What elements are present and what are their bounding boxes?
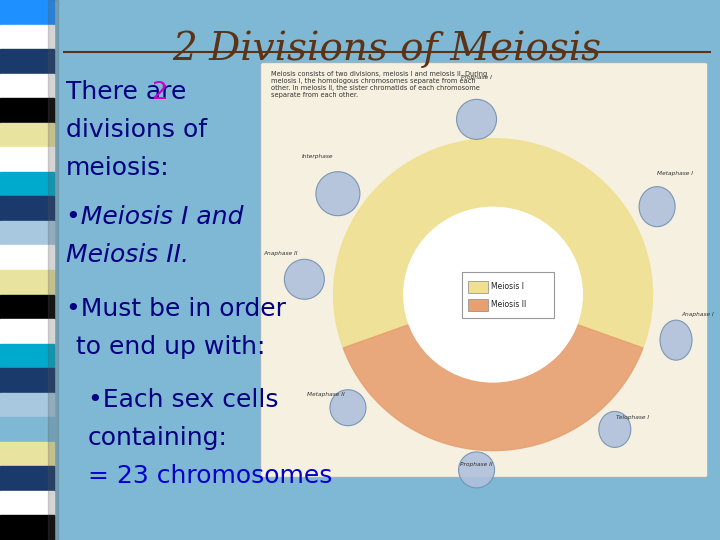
- Text: containing:: containing:: [88, 426, 228, 450]
- Bar: [468, 281, 488, 293]
- Text: = 23 chromosomes: = 23 chromosomes: [88, 464, 333, 488]
- Ellipse shape: [316, 172, 360, 215]
- Bar: [0, 417, 54, 442]
- Text: Telophase I: Telophase I: [616, 415, 649, 421]
- Text: •Each sex cells: •Each sex cells: [88, 388, 279, 412]
- Bar: [0, 246, 54, 270]
- Text: Meiosis II: Meiosis II: [491, 300, 526, 309]
- Text: Meiosis consists of two divisions, meiosis I and meiosis II. During
meiosis I, t: Meiosis consists of two divisions, meios…: [271, 71, 487, 98]
- Ellipse shape: [639, 187, 675, 227]
- Bar: [0, 516, 54, 540]
- Bar: [468, 299, 488, 310]
- Text: Anaphase I: Anaphase I: [682, 312, 714, 317]
- Bar: [0, 343, 54, 368]
- Ellipse shape: [330, 390, 366, 426]
- Bar: [48, 0, 58, 540]
- Text: •Meiosis I and: •Meiosis I and: [66, 205, 243, 229]
- Bar: [0, 442, 54, 467]
- Bar: [0, 467, 54, 491]
- Bar: [0, 393, 54, 417]
- Text: Metaphase I: Metaphase I: [657, 171, 693, 176]
- Text: •Must be in order: •Must be in order: [66, 296, 286, 321]
- Text: to end up with:: to end up with:: [76, 335, 266, 359]
- Polygon shape: [343, 325, 643, 450]
- Text: Meiosis II.: Meiosis II.: [66, 244, 189, 267]
- Ellipse shape: [404, 207, 582, 382]
- Text: Interphase: Interphase: [302, 154, 333, 159]
- Bar: [0, 319, 54, 343]
- Bar: [0, 197, 54, 221]
- Bar: [0, 24, 54, 49]
- Bar: [0, 49, 54, 73]
- Text: There are: There are: [66, 80, 194, 104]
- Bar: [0, 73, 54, 98]
- Text: Metaphase II: Metaphase II: [307, 392, 345, 397]
- Bar: [0, 491, 54, 516]
- Text: Prophase I: Prophase I: [461, 76, 492, 80]
- Ellipse shape: [459, 452, 495, 488]
- FancyBboxPatch shape: [261, 63, 708, 477]
- Bar: [0, 123, 54, 147]
- Bar: [0, 270, 54, 294]
- Bar: [0, 368, 54, 393]
- Text: divisions of: divisions of: [66, 118, 207, 142]
- Bar: [0, 147, 54, 172]
- Ellipse shape: [599, 411, 631, 448]
- Text: Meiosis I: Meiosis I: [491, 282, 524, 291]
- Text: Anaphase II: Anaphase II: [263, 251, 297, 256]
- Ellipse shape: [660, 320, 692, 360]
- Bar: [0, 98, 54, 123]
- Bar: [0, 172, 54, 197]
- Polygon shape: [333, 139, 652, 348]
- Bar: [0, 294, 54, 319]
- Ellipse shape: [456, 99, 497, 139]
- FancyBboxPatch shape: [462, 272, 554, 318]
- Text: Prophase II: Prophase II: [460, 462, 493, 467]
- Text: meiosis:: meiosis:: [66, 156, 170, 180]
- Text: 2 Divisions of Meiosis: 2 Divisions of Meiosis: [172, 30, 602, 68]
- Ellipse shape: [284, 259, 325, 299]
- Bar: [0, 0, 54, 24]
- Bar: [0, 221, 54, 246]
- Text: 2: 2: [151, 80, 168, 104]
